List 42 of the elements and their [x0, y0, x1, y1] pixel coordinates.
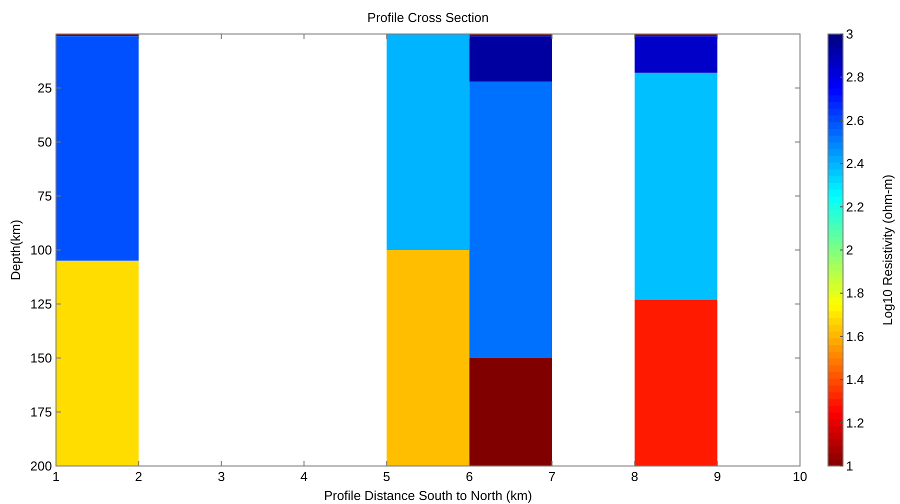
color-bar-label: 2.4 [846, 156, 864, 172]
x-tick-label: 7 [548, 469, 556, 484]
y-tick-label: 175 [30, 404, 52, 420]
bar [386, 34, 470, 250]
y-tick-label: 75 [38, 188, 52, 204]
color-bar-label: 1.2 [846, 415, 864, 430]
color-bar-label: 1 [846, 458, 854, 474]
bar [634, 36, 718, 73]
color-bar-label: 1.8 [846, 286, 864, 301]
x-tick-label: 5 [383, 469, 390, 484]
bar [56, 260, 139, 466]
color-bar-label: 2 [846, 242, 854, 258]
x-tick-label: 2 [135, 469, 142, 484]
x-tick-label: 1 [52, 469, 60, 484]
y-tick-label: 150 [30, 350, 52, 366]
color-bar-label: 2.8 [846, 70, 864, 85]
x-tick-label: 8 [631, 469, 638, 484]
x-tick-label: 10 [792, 469, 808, 484]
color-bar-label: 1.6 [846, 328, 864, 344]
color-bar-label: 3 [846, 26, 854, 42]
color-bar-title: Log10 Resistivity (ohm-m) [880, 174, 895, 326]
color-bar-label: 2.6 [846, 112, 864, 128]
color-bar-label: 1.4 [846, 372, 864, 388]
bar [386, 250, 470, 466]
x-axis-title: Profile Distance South to North (km) [324, 488, 532, 503]
y-tick-label: 200 [30, 458, 52, 474]
y-tick-label: 100 [30, 242, 52, 258]
y-tick-label: 125 [30, 296, 52, 312]
x-tick-label: 3 [218, 469, 225, 484]
bar [56, 36, 139, 261]
chart-title: Profile Cross Section [367, 10, 489, 25]
x-tick-label: 9 [714, 469, 721, 484]
x-tick-label: 6 [466, 469, 473, 484]
bar [469, 82, 552, 358]
y-tick-label: 50 [38, 134, 52, 150]
color-bar-label: 2.2 [846, 199, 864, 214]
bar [469, 36, 552, 82]
y-tick-label: 25 [38, 80, 52, 96]
y-axis-title: Depth(km) [8, 220, 23, 280]
x-tick-label: 4 [300, 469, 308, 484]
bar [634, 300, 718, 466]
bar [634, 72, 718, 300]
